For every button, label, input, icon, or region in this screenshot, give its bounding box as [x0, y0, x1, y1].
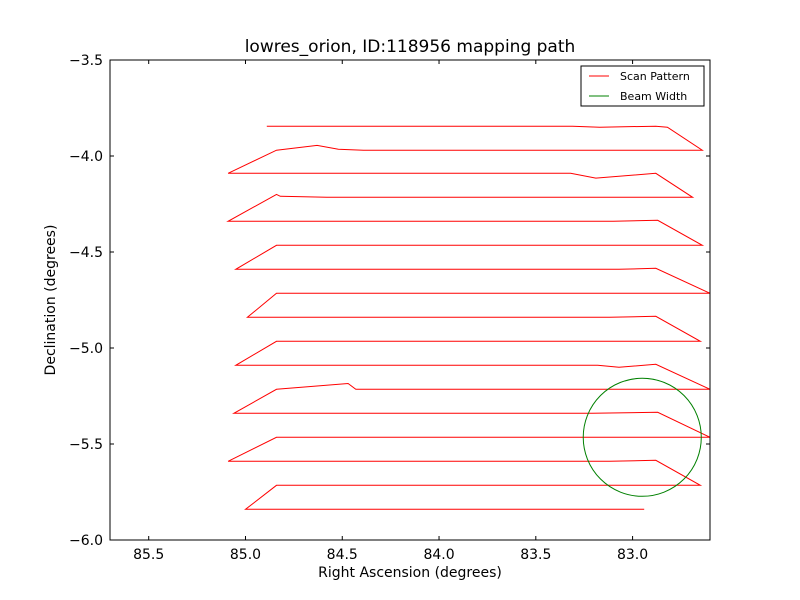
x-tick-label: 84.0 [423, 547, 454, 563]
x-tick-label: 85.0 [230, 547, 261, 563]
y-tick-label: −6.0 [69, 533, 103, 549]
legend-beam-width-label: Beam Width [620, 90, 687, 103]
plot-data-layer [226, 125, 710, 510]
x-tick-label: 84.5 [327, 547, 358, 563]
x-tick-label: 83.5 [520, 547, 551, 563]
y-tick-label: −3.5 [69, 53, 103, 69]
plot-area-frame [109, 59, 711, 541]
y-tick-label: −5.5 [69, 437, 103, 453]
x-tick-label: 83.0 [617, 547, 648, 563]
chart-title: lowres_orion, ID:118956 mapping path [245, 37, 576, 57]
x-axis: 85.5 85.0 84.5 84.0 83.5 83.0 [133, 60, 648, 563]
y-axis: −3.5 −4.0 −4.5 −5.0 −5.5 −6.0 [69, 53, 710, 549]
y-tick-label: −4.5 [69, 245, 103, 261]
x-axis-title: Right Ascension (degrees) [318, 565, 502, 581]
scan-pattern-line [226, 125, 710, 510]
beam-width-circle [582, 377, 702, 497]
y-tick-label: −5.0 [69, 341, 103, 357]
legend-scan-pattern-label: Scan Pattern [620, 70, 690, 83]
y-tick-label: −4.0 [69, 149, 103, 165]
y-axis-title: Declination (degrees) [43, 225, 59, 376]
legend: Scan Pattern Beam Width [580, 65, 705, 107]
x-tick-label: 85.5 [133, 547, 164, 563]
legend-box [580, 65, 705, 107]
